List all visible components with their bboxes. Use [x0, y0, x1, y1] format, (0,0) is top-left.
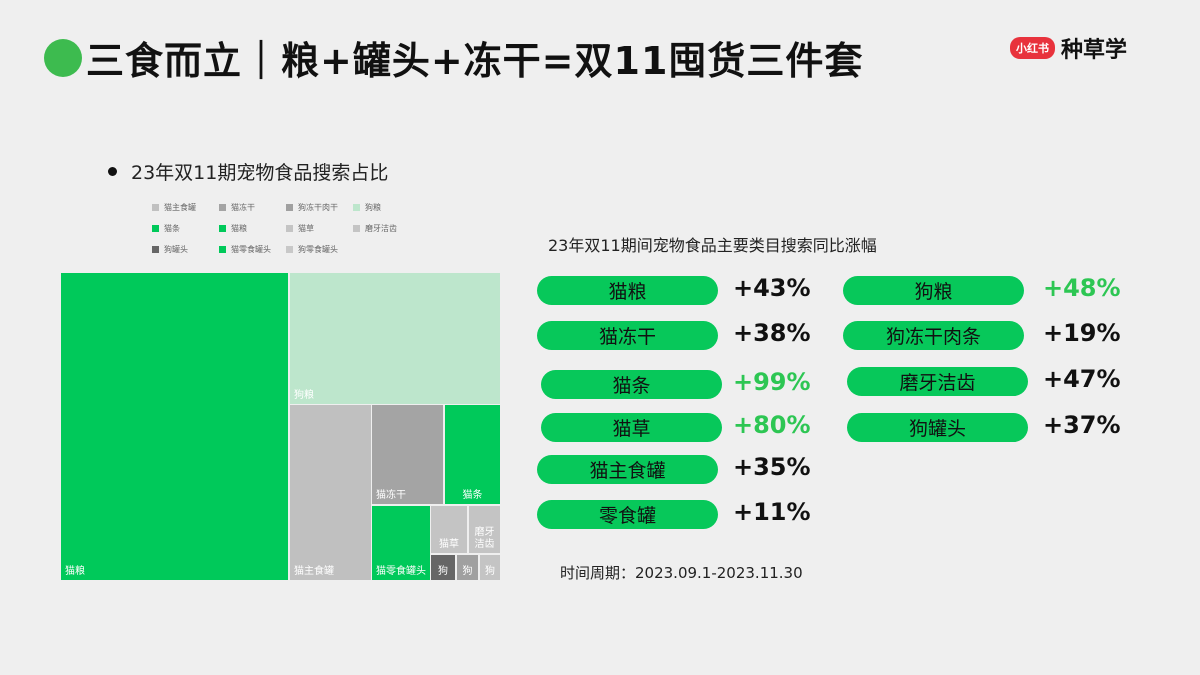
bullet-icon [108, 167, 117, 176]
logo: 小红书 种草学 [1010, 32, 1127, 64]
legend-label: 猫粮 [231, 224, 247, 233]
treemap-tile: 狗粮 [290, 273, 500, 404]
treemap-tile: 猫粮 [61, 273, 288, 580]
legend-label: 狗零食罐头 [298, 245, 338, 254]
growth-percent: +99% [733, 368, 811, 396]
treemap-label: 猫零食罐头 [376, 565, 426, 577]
growth-percent: +11% [733, 498, 811, 526]
period-text: 时间周期：2023.09.1-2023.11.30 [560, 564, 803, 582]
growth-percent: +43% [733, 274, 811, 302]
logo-badge: 小红书 [1010, 37, 1055, 59]
legend-swatch [286, 246, 293, 253]
legend-swatch [219, 204, 226, 211]
category-pill: 狗罐头 [847, 413, 1028, 442]
growth-percent: +47% [1043, 365, 1121, 393]
treemap-tile: 狗 [457, 555, 478, 580]
title-dot-icon [44, 39, 82, 77]
legend-item: 狗冻干肉干 [286, 202, 353, 213]
legend-swatch [353, 204, 360, 211]
category-pill: 猫主食罐 [537, 455, 718, 484]
treemap-label: 狗 [438, 565, 448, 577]
treemap-tile: 猫主食罐 [290, 405, 371, 580]
treemap-label: 狗 [462, 565, 473, 577]
category-pill: 磨牙洁齿 [847, 367, 1028, 396]
legend-item: 猫冻干 [219, 202, 286, 213]
legend: 猫主食罐 猫冻干 狗冻干肉干 狗粮猫条 猫粮 猫草 磨牙洁齿狗罐头 猫零食罐头 狗零食罐头 [152, 202, 423, 255]
treemap-tile: 猫条 [445, 405, 500, 504]
legend-label: 狗粮 [365, 203, 381, 212]
growth-percent: +37% [1043, 411, 1121, 439]
legend-item: 猫条 [152, 223, 219, 234]
treemap-tile: 狗 [480, 555, 500, 580]
growth-percent: +35% [733, 453, 811, 481]
growth-percent: +38% [733, 319, 811, 347]
treemap-label: 狗粮 [294, 389, 314, 401]
legend-label: 猫草 [298, 224, 314, 233]
legend-swatch [219, 246, 226, 253]
legend-swatch [219, 225, 226, 232]
category-pill: 猫条 [541, 370, 722, 399]
treemap-label: 猫条 [462, 489, 483, 501]
category-pill: 狗粮 [843, 276, 1024, 305]
legend-item: 磨牙洁齿 [353, 223, 423, 234]
legend-item: 猫草 [286, 223, 353, 234]
growth-percent: +48% [1043, 274, 1121, 302]
treemap-label: 猫草 [439, 538, 459, 550]
category-pill: 猫草 [541, 413, 722, 442]
treemap-label: 猫粮 [65, 565, 85, 577]
logo-text: 种草学 [1061, 38, 1128, 63]
growth-percent: +19% [1043, 319, 1121, 347]
category-pill: 零食罐 [537, 500, 718, 529]
treemap-tile: 猫草 [431, 506, 467, 553]
growth-percent: +80% [733, 411, 811, 439]
legend-label: 猫冻干 [231, 203, 255, 212]
page-title: 三食而立｜粮+罐头+冻干=双11囤货三件套 [86, 39, 864, 83]
legend-item: 狗粮 [353, 202, 423, 213]
legend-item: 猫粮 [219, 223, 286, 234]
legend-label: 猫主食罐 [164, 203, 196, 212]
legend-swatch [286, 204, 293, 211]
treemap-tile: 狗 [431, 555, 455, 580]
legend-swatch [152, 225, 159, 232]
legend-swatch [152, 204, 159, 211]
treemap-tile: 猫冻干 [372, 405, 443, 504]
legend-swatch [152, 246, 159, 253]
treemap-tile: 磨牙洁齿 [469, 506, 500, 553]
legend-swatch [286, 225, 293, 232]
category-pill: 狗冻干肉条 [843, 321, 1024, 350]
category-pill: 猫冻干 [537, 321, 718, 350]
legend-item: 猫零食罐头 [219, 244, 286, 255]
treemap-label: 磨牙洁齿 [474, 527, 495, 550]
treemap-tile: 猫零食罐头 [372, 506, 430, 580]
legend-label: 猫条 [164, 224, 180, 233]
treemap-label: 猫主食罐 [294, 565, 334, 577]
growth-title: 23年双11期间宠物食品主要类目搜索同比涨幅 [548, 236, 877, 255]
legend-label: 狗罐头 [164, 245, 188, 254]
treemap-label: 狗 [485, 565, 495, 577]
legend-item: 狗零食罐头 [286, 244, 353, 255]
chart-title: 23年双11期宠物食品搜索占比 [108, 158, 388, 185]
legend-item: 狗罐头 [152, 244, 219, 255]
category-pill: 猫粮 [537, 276, 718, 305]
legend-label: 猫零食罐头 [231, 245, 271, 254]
treemap-label: 猫冻干 [376, 489, 406, 501]
legend-label: 狗冻干肉干 [298, 203, 338, 212]
legend-item: 猫主食罐 [152, 202, 219, 213]
legend-swatch [353, 225, 360, 232]
chart-title-text: 23年双11期宠物食品搜索占比 [131, 162, 389, 184]
legend-label: 磨牙洁齿 [365, 224, 397, 233]
